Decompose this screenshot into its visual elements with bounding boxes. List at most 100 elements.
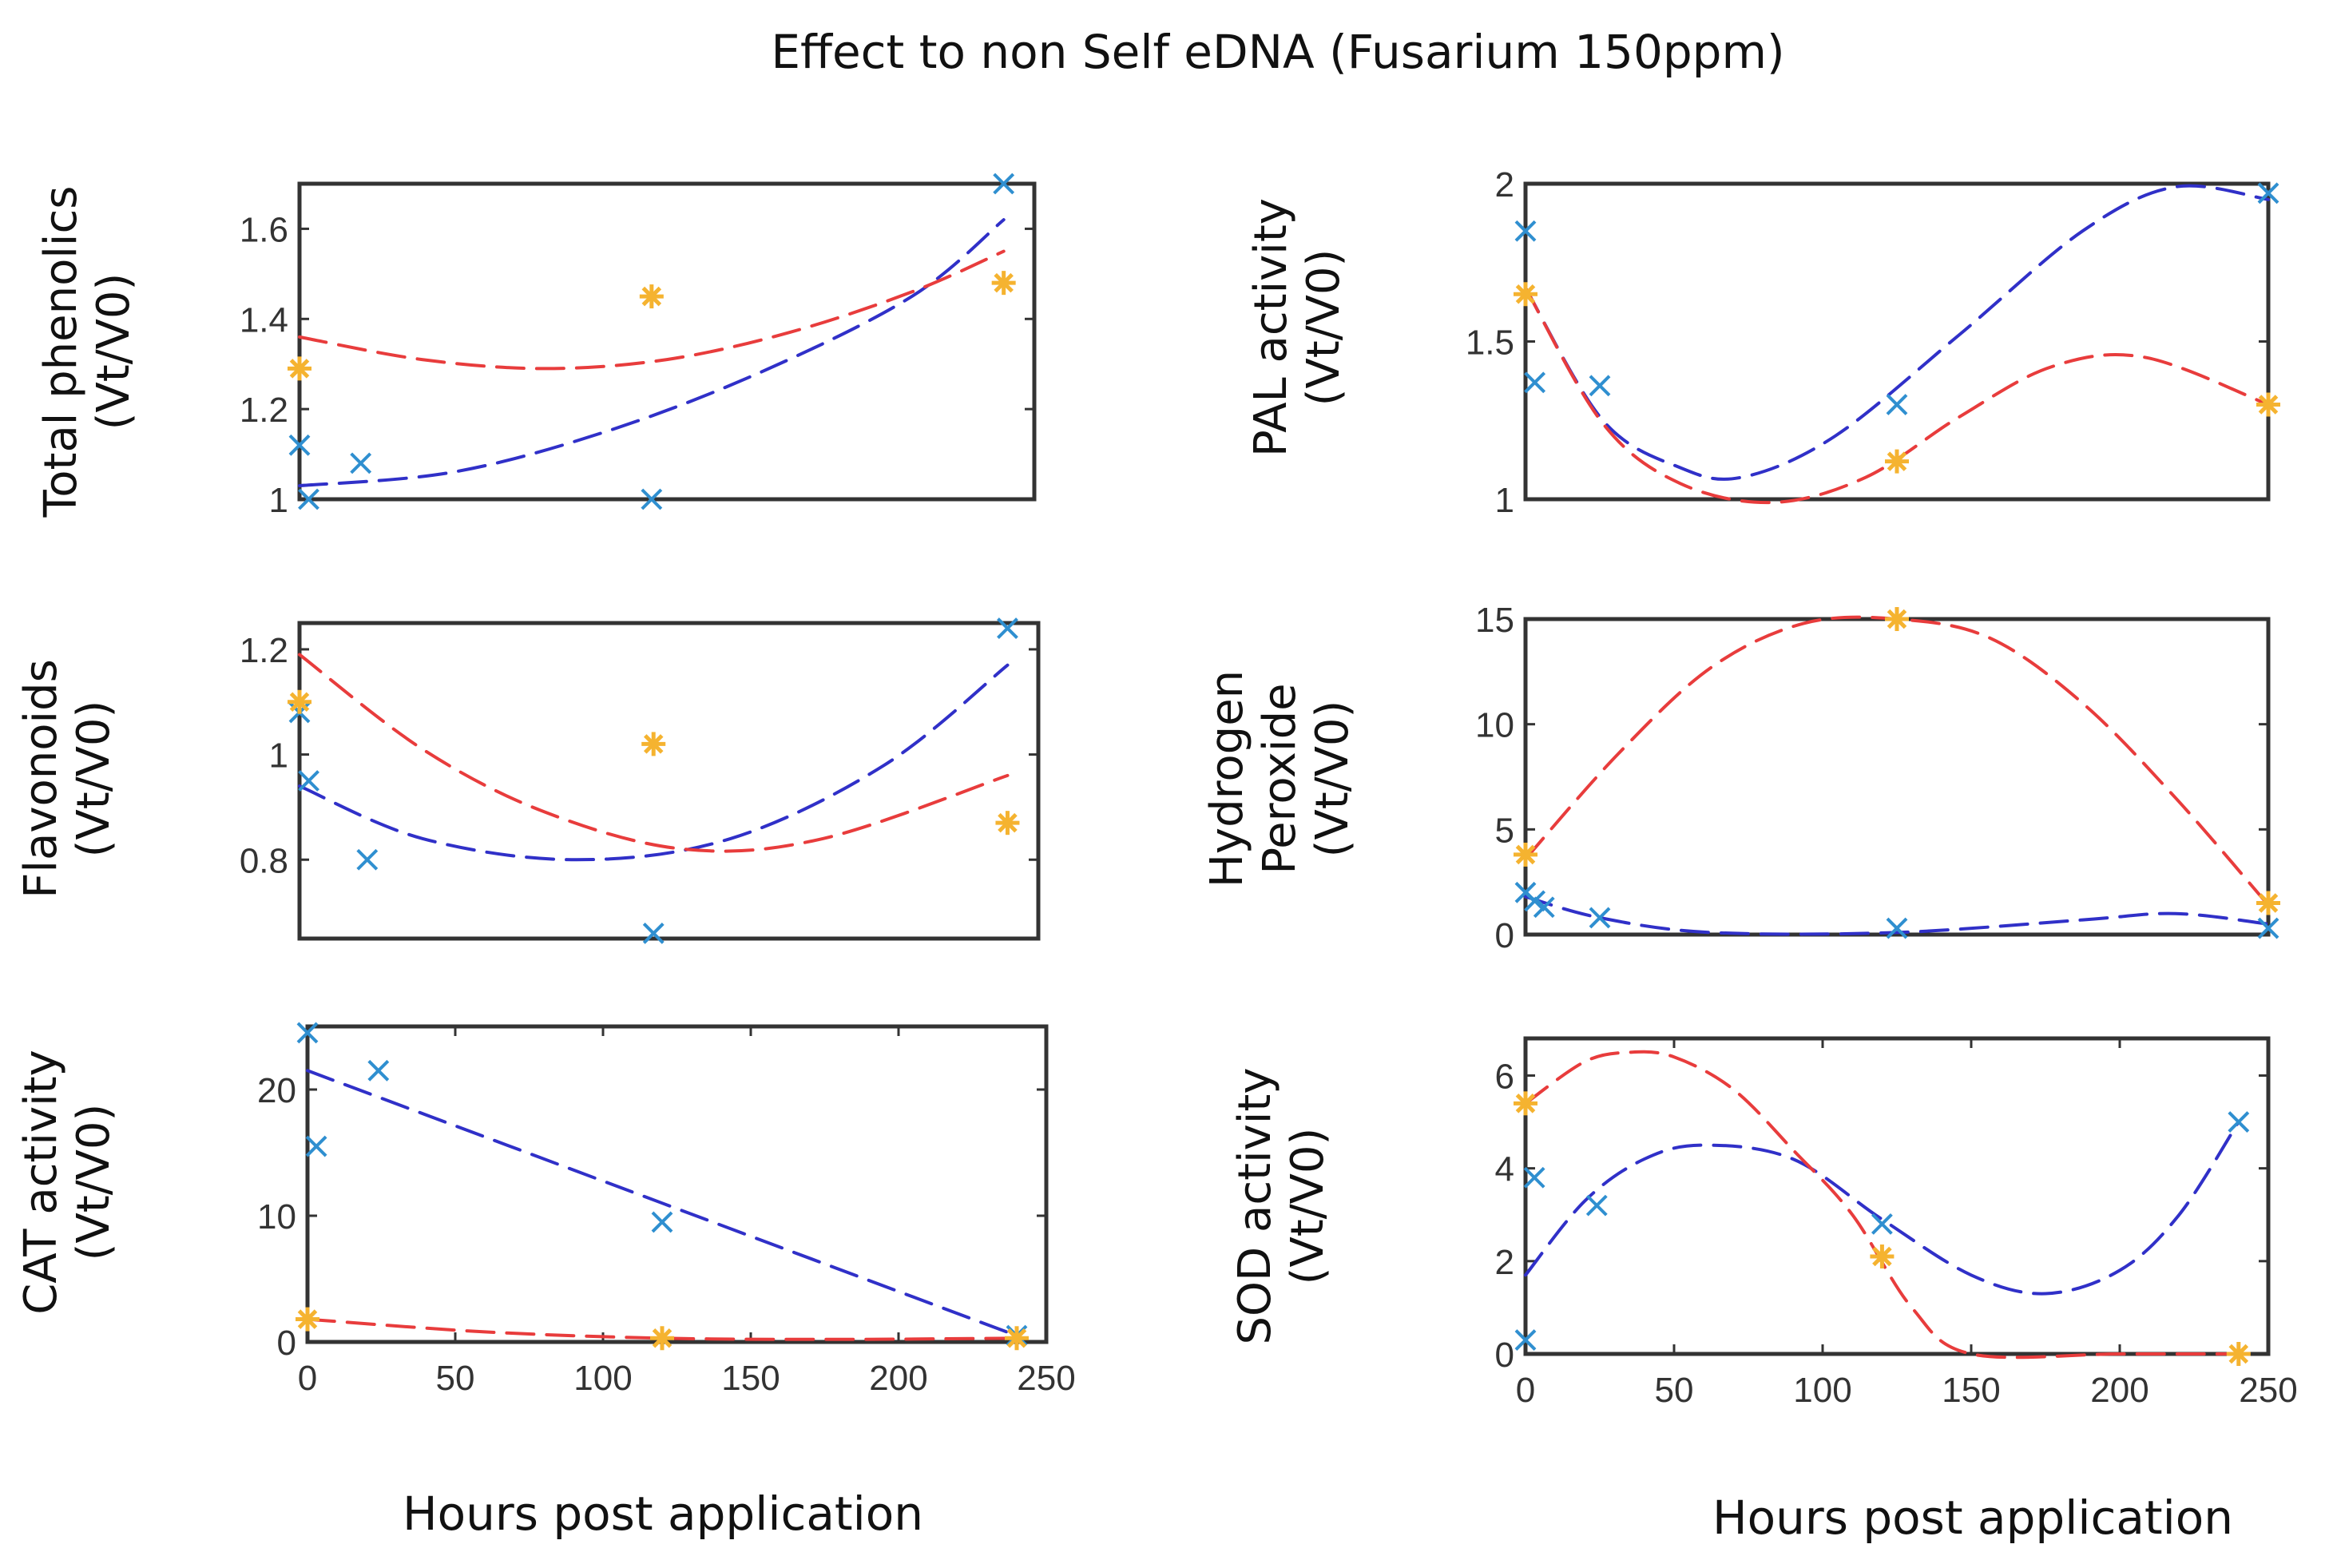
x-marker-stroke — [1886, 917, 1908, 939]
data-point-x — [2257, 182, 2279, 204]
plot-frame — [297, 621, 1041, 941]
x-marker-stroke — [997, 617, 1018, 639]
y-axis-label: (Vt/V0) — [68, 1104, 120, 1261]
y-axis-label: Total phenolics — [35, 186, 87, 518]
data-point-star — [1885, 449, 1909, 474]
star-marker-stroke — [1887, 609, 1907, 629]
x-marker-stroke — [1523, 1166, 1545, 1189]
data-point-x — [2257, 917, 2279, 939]
x-marker-stroke — [1589, 375, 1611, 397]
data-point-x — [296, 1022, 319, 1044]
fit-curve-red — [1524, 286, 2270, 505]
x-marker-stroke — [298, 770, 319, 792]
x-marker-stroke — [367, 1059, 390, 1082]
y-axis-label: Peroxide — [1254, 683, 1306, 874]
star-marker-stroke — [994, 272, 1014, 293]
x-tick-label: 0 — [298, 1359, 317, 1398]
star-marker-stroke — [2258, 395, 2279, 415]
y-tick-label: 20 — [257, 1071, 296, 1110]
data-point-star — [1514, 842, 1537, 867]
plot-frame — [1523, 1036, 2271, 1356]
x-axis-label-right: Hours post application — [1712, 1491, 2233, 1545]
data-point-x — [1533, 896, 1555, 919]
data-point-x — [298, 770, 319, 792]
y-axis-label: Flavonoids — [15, 659, 67, 899]
y-axis-label: PAL activity — [1245, 198, 1297, 457]
data-point-x — [2228, 1111, 2250, 1133]
y-axis-label: (Vt/V0) — [1307, 701, 1359, 858]
data-point-star — [1885, 607, 1909, 631]
y-tick-label: 1.6 — [240, 210, 288, 249]
y-axis-label: (Vt/V0) — [68, 701, 120, 858]
x-marker-stroke — [1886, 394, 1908, 415]
x-tick-label: 250 — [2239, 1371, 2297, 1410]
x-axis-label-left: Hours post application — [403, 1487, 923, 1541]
data-point-star — [2226, 1342, 2251, 1366]
data-point-star — [1005, 1326, 1029, 1351]
x-marker-stroke — [2228, 1111, 2250, 1133]
y-tick-label: 1.4 — [240, 300, 288, 339]
y-axis-label: (Vt/V0) — [1282, 1128, 1334, 1285]
x-tick-label: 200 — [2090, 1371, 2148, 1410]
y-tick-label: 0 — [1495, 916, 1514, 955]
fit-curve-red — [1524, 1050, 2240, 1360]
y-tick-label: 1 — [269, 481, 288, 520]
y-tick-label: 0 — [1495, 1336, 1514, 1375]
data-point-x — [367, 1059, 390, 1082]
panel-6: 0 2 4 6 0 50 100 150 200 250 SOD activity (Vt/V0) — [1229, 1036, 2298, 1410]
y-axis-label: CAT activity — [15, 1050, 67, 1315]
star-marker-stroke — [1515, 1094, 1536, 1113]
x-marker-stroke — [651, 1211, 673, 1233]
x-marker-stroke — [1514, 1329, 1537, 1351]
data-point-star — [2256, 891, 2280, 915]
y-tick-label: 5 — [1495, 811, 1514, 850]
x-marker-stroke — [1533, 896, 1555, 919]
x-marker-stroke — [2257, 182, 2279, 204]
x-marker-stroke — [2257, 917, 2279, 939]
plot-frame — [305, 1024, 1049, 1344]
y-axis-label: (Vt/V0) — [88, 273, 140, 431]
x-marker-stroke — [350, 452, 372, 474]
panel-1: 1 1.2 1.4 1.6 Total phenolics (Vt/V0) — [35, 173, 1037, 520]
x-marker-stroke — [1524, 371, 1546, 394]
y-tick-label: 10 — [257, 1197, 296, 1237]
data-point-x — [1523, 1166, 1545, 1189]
data-point-x — [1886, 394, 1908, 415]
star-marker-stroke — [297, 1309, 318, 1329]
x-marker-stroke — [641, 488, 663, 510]
x-marker-stroke — [1589, 907, 1611, 929]
fit-curve-blue — [298, 663, 1010, 862]
x-marker-stroke — [642, 923, 665, 944]
plot-frame — [1523, 617, 2271, 937]
y-tick-label: 2 — [1495, 1243, 1514, 1282]
y-tick-label: 1.2 — [240, 631, 288, 670]
x-tick-label: 0 — [1516, 1371, 1535, 1410]
x-tick-label: 250 — [1017, 1359, 1075, 1398]
fit-curve-blue — [298, 218, 1006, 488]
y-tick-label: 1.5 — [1466, 324, 1514, 363]
y-tick-label: 15 — [1475, 601, 1514, 640]
y-tick-label: 0 — [277, 1324, 296, 1363]
data-point-x — [350, 452, 372, 474]
data-point-star — [1514, 1091, 1537, 1116]
star-marker-stroke — [289, 692, 310, 713]
y-tick-label: 1 — [1495, 481, 1514, 520]
panel-2: 1 1.5 2 PAL activity (Vt/V0) — [1245, 165, 2280, 520]
data-point-x — [298, 488, 319, 510]
plot-frame — [1523, 181, 2271, 502]
data-point-star — [296, 1307, 319, 1332]
data-point-x — [642, 923, 665, 944]
star-marker-stroke — [1872, 1246, 1892, 1267]
panel-3: 0.8 1 1.2 Flavonoids (Vt/V0) — [15, 617, 1041, 944]
fit-curve-blue — [1524, 1120, 2240, 1296]
x-marker-stroke — [296, 1022, 319, 1044]
y-tick-label: 10 — [1475, 706, 1514, 745]
data-point-x — [651, 1211, 673, 1233]
x-marker-stroke — [305, 1135, 327, 1157]
panel-4: 0 5 10 15 Hydrogen Peroxide (Vt/V0) — [1201, 601, 2280, 955]
x-marker-stroke — [1514, 220, 1537, 242]
y-tick-label: 6 — [1495, 1057, 1514, 1096]
data-point-x — [997, 617, 1018, 639]
